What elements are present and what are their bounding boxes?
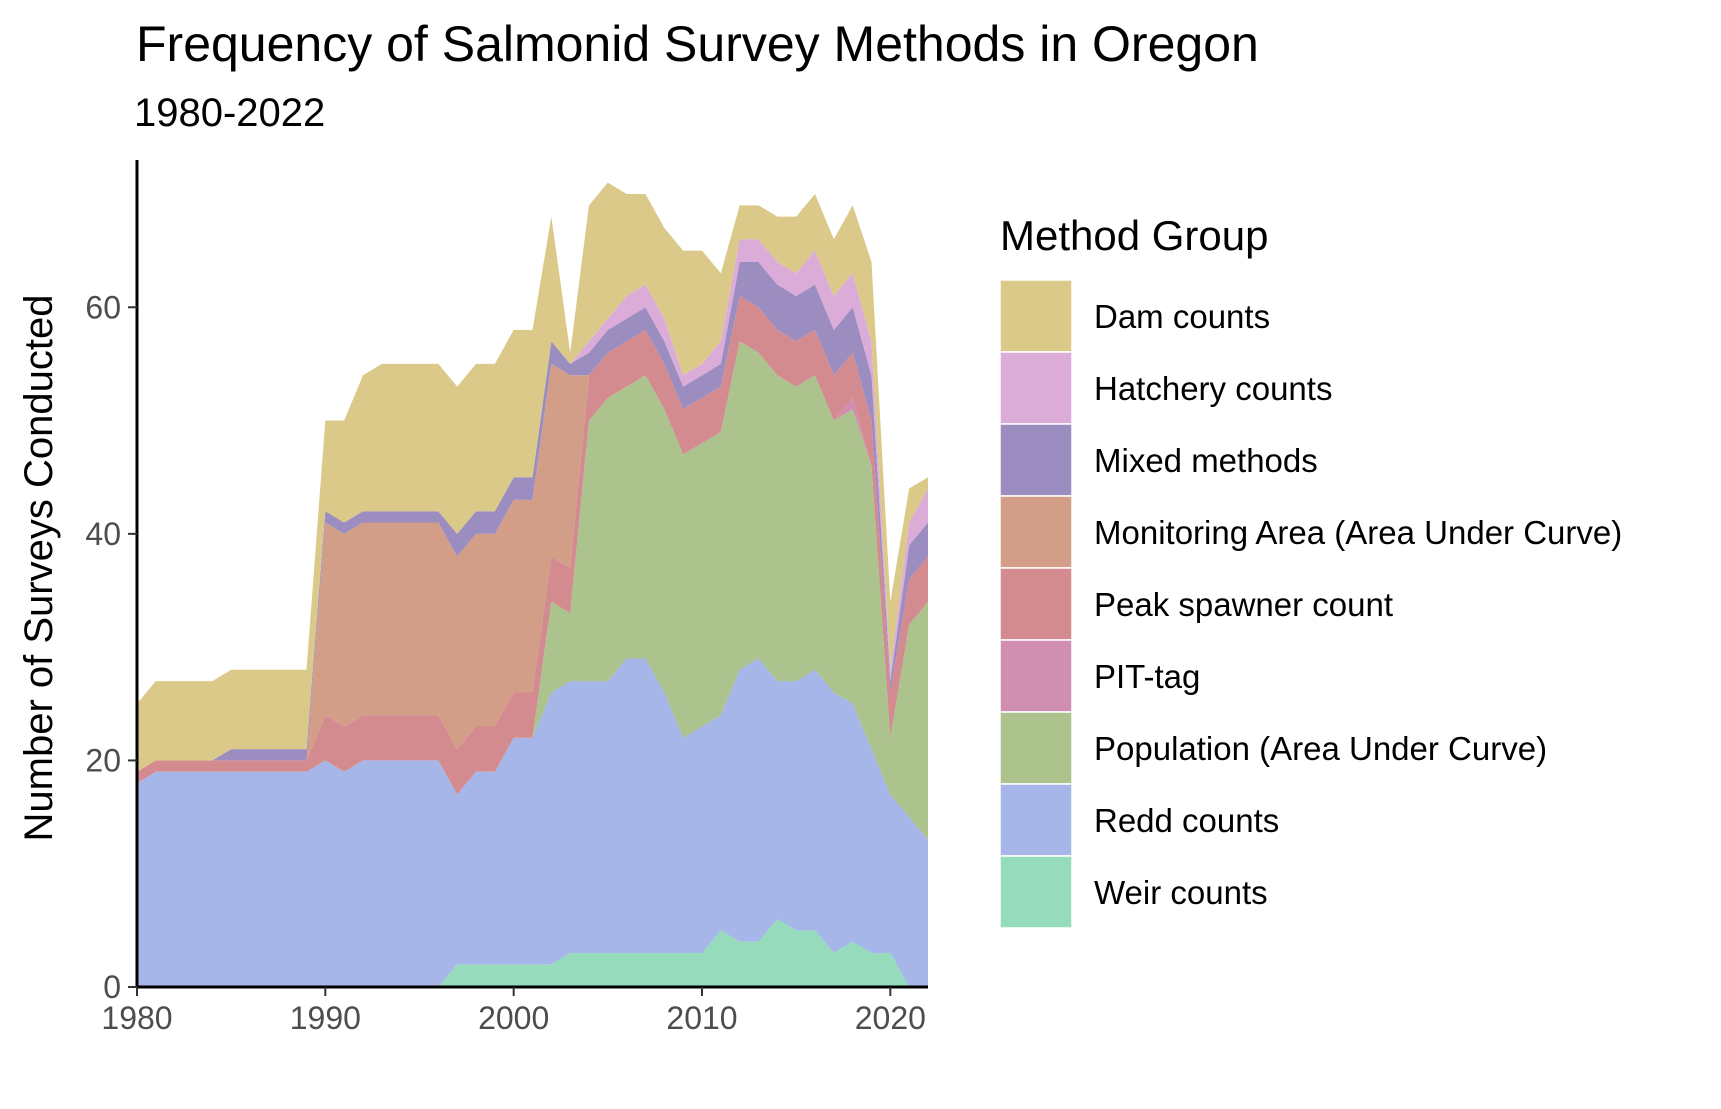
x-tick-label: 1980 — [101, 1000, 172, 1036]
legend-label-population-area-under-curve: Population (Area Under Curve) — [1094, 730, 1547, 767]
legend-key-monitoring-area-area-under-curve — [999, 495, 1073, 569]
chart-subtitle: 1980-2022 — [134, 91, 325, 135]
x-tick-label: 2010 — [666, 1000, 737, 1036]
legend-label-mixed-methods: Mixed methods — [1094, 442, 1318, 479]
plot-areas — [137, 182, 928, 987]
legend-key-pit-tag — [999, 639, 1073, 713]
legend-label-pit-tag: PIT-tag — [1094, 658, 1200, 695]
y-tick-label: 40 — [85, 516, 121, 552]
legend-key-weir-counts — [999, 855, 1073, 929]
area-dam-counts — [137, 182, 928, 772]
y-axis-title: Number of Surveys Conducted — [17, 295, 61, 842]
area-hatchery-counts — [137, 239, 928, 772]
y-tick-label: 0 — [103, 969, 121, 1005]
legend-key-redd-counts — [999, 783, 1073, 857]
legend-label-dam-counts: Dam counts — [1094, 298, 1270, 335]
legend-label-weir-counts: Weir counts — [1094, 874, 1268, 911]
legend: Dam counts Hatchery counts Mixed methods Mo… — [999, 279, 1622, 929]
y-tick-label: 20 — [85, 742, 121, 778]
area-peak-spawner-count — [137, 295, 928, 795]
legend-key-peak-spawner-count — [999, 567, 1073, 641]
y-tick-label: 60 — [85, 289, 121, 325]
legend-label-monitoring-area-area-under-curve: Monitoring Area (Area Under Curve) — [1094, 514, 1622, 551]
x-tick-label: 1990 — [290, 1000, 361, 1036]
legend-key-hatchery-counts — [999, 351, 1073, 425]
legend-label-redd-counts: Redd counts — [1094, 802, 1279, 839]
chart-title: Frequency of Salmonid Survey Methods in … — [136, 16, 1259, 72]
x-tick-label: 2020 — [855, 1000, 926, 1036]
legend-label-hatchery-counts: Hatchery counts — [1094, 370, 1332, 407]
area-population-area-under-curve — [137, 341, 928, 840]
legend-key-dam-counts — [999, 279, 1073, 353]
axes: 0 20 40 60 1980 1990 2000 2010 2020 — [85, 160, 928, 1036]
area-mixed-methods — [137, 261, 928, 772]
x-tick-label: 2000 — [478, 1000, 549, 1036]
legend-label-peak-spawner-count: Peak spawner count — [1094, 586, 1393, 623]
legend-title: Method Group — [1000, 212, 1269, 259]
legend-key-population-area-under-curve — [999, 711, 1073, 785]
area-weir-counts — [137, 919, 928, 987]
area-monitoring-area-area-under-curve — [137, 295, 928, 772]
area-redd-counts — [137, 658, 928, 987]
legend-key-mixed-methods — [999, 423, 1073, 497]
